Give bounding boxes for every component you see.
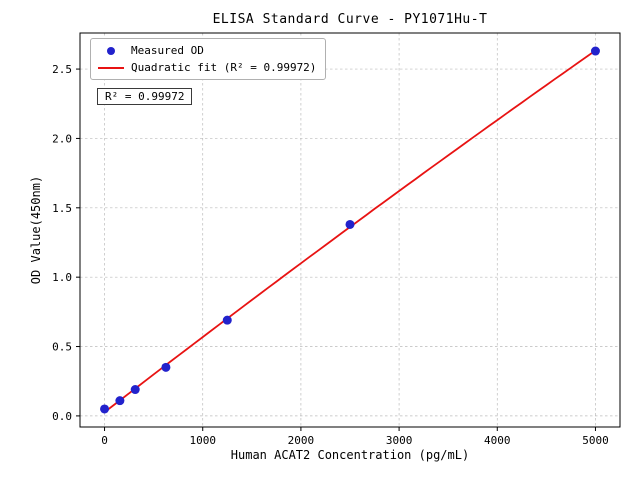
x-tick-label: 1000 xyxy=(189,434,216,447)
red-line-icon xyxy=(98,66,124,69)
x-tick-label: 4000 xyxy=(484,434,511,447)
legend: Measured OD Quadratic fit (R² = 0.99972) xyxy=(90,38,327,80)
legend-label-quadratic-fit: Quadratic fit (R² = 0.99972) xyxy=(131,61,317,74)
data-point xyxy=(161,362,171,372)
y-tick-label: 2.5 xyxy=(52,63,72,76)
y-axis-label: OD Value(450nm) xyxy=(29,175,43,285)
x-tick-label: 5000 xyxy=(582,434,609,447)
data-point xyxy=(345,219,355,229)
legend-item-measured-od: Measured OD xyxy=(98,44,316,57)
y-tick-label: 1.0 xyxy=(52,271,72,284)
y-tick-label: 0.5 xyxy=(52,341,72,354)
legend-label-measured-od: Measured OD xyxy=(131,44,204,57)
y-tick-label: 2.0 xyxy=(52,132,72,145)
legend-dot-marker xyxy=(98,46,124,55)
data-point xyxy=(115,396,125,406)
blue-dot-icon xyxy=(107,46,115,55)
data-point xyxy=(130,385,140,395)
y-tick-label: 1.5 xyxy=(52,202,72,215)
data-point xyxy=(222,315,232,325)
r-squared-annotation: R² = 0.99972 xyxy=(97,88,193,105)
chart-title: ELISA Standard Curve - PY1071Hu-T xyxy=(212,12,488,27)
x-axis-label: Human ACAT2 Concentration (pg/mL) xyxy=(230,448,470,462)
x-tick-label: 2000 xyxy=(288,434,315,447)
data-point xyxy=(100,404,110,414)
y-tick-label: 0.0 xyxy=(52,410,72,423)
x-tick-label: 0 xyxy=(101,434,108,447)
axes-frame xyxy=(79,32,621,428)
x-tick-label: 3000 xyxy=(386,434,413,447)
legend-item-quadratic-fit: Quadratic fit (R² = 0.99972) xyxy=(98,61,316,74)
data-point xyxy=(590,46,600,56)
